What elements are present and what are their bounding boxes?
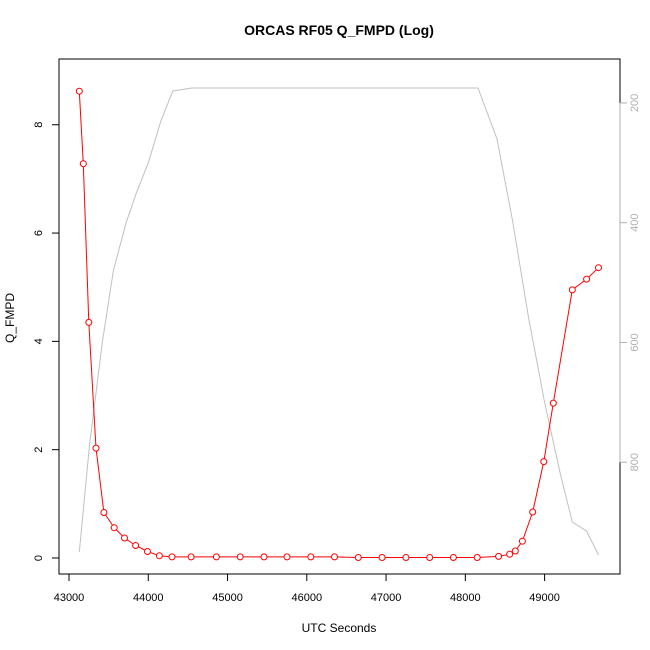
x-axis-label: UTC Seconds: [302, 621, 377, 635]
data-point: [85, 318, 93, 326]
primary-series-line: [78, 91, 599, 558]
x-tick-label: 48000: [450, 592, 481, 604]
y-axis-right: 200 400 600 800: [619, 94, 641, 471]
x-tick-label: 44000: [133, 592, 164, 604]
data-point: [529, 508, 537, 516]
data-point: [260, 553, 268, 561]
x-tick-label: 43000: [54, 592, 85, 604]
data-point: [354, 554, 362, 561]
data-point: [511, 547, 519, 555]
data-point: [79, 160, 87, 168]
data-point: [378, 554, 386, 561]
data-point: [595, 264, 602, 272]
data-point: [495, 552, 503, 560]
x-tick-label: 45000: [212, 592, 243, 604]
data-point: [549, 399, 557, 407]
data-point: [132, 542, 140, 549]
data-point: [506, 550, 514, 558]
data-point: [568, 286, 576, 294]
data-point: [583, 275, 591, 283]
data-point: [92, 444, 100, 452]
y-tick-label: 4: [33, 338, 45, 344]
data-point: [155, 552, 163, 560]
y2-tick-label: 600: [629, 333, 641, 351]
y2-tick-label: 800: [629, 453, 641, 471]
x-axis: 43000 44000 45000 46000 47000 48000 49000: [54, 573, 560, 604]
x-tick-label: 47000: [371, 592, 402, 604]
data-point: [121, 534, 128, 542]
y-tick-label: 8: [33, 122, 45, 128]
data-point: [540, 458, 548, 466]
data-point: [473, 554, 481, 561]
data-point: [449, 554, 457, 561]
data-point: [168, 553, 176, 561]
y-tick-label: 0: [33, 555, 45, 561]
y-tick-label: 2: [33, 447, 45, 453]
x-tick-label: 46000: [291, 592, 322, 604]
data-point: [75, 87, 83, 95]
y-tick-label: 6: [33, 230, 45, 236]
data-point: [236, 553, 244, 561]
series-primary: [75, 87, 602, 561]
data-point: [426, 554, 434, 561]
data-point: [402, 554, 410, 561]
data-point: [100, 509, 108, 516]
y-axis-left: 0 2 4 6 8: [33, 122, 60, 561]
data-point: [307, 553, 315, 561]
chart-title: ORCAS RF05 Q_FMPD (Log): [244, 22, 434, 38]
data-point: [518, 537, 526, 545]
x-tick-label: 49000: [529, 592, 560, 604]
y2-tick-label: 200: [629, 94, 641, 112]
data-point: [187, 553, 195, 561]
y2-tick-label: 400: [629, 214, 641, 232]
data-point: [331, 553, 338, 561]
data-point: [144, 548, 151, 555]
series-secondary: [78, 87, 599, 556]
y-axis-label: Q_FMPD: [3, 293, 17, 343]
data-point: [283, 553, 291, 561]
secondary-series-line: [78, 87, 599, 556]
data-point: [212, 553, 220, 561]
data-point: [110, 524, 118, 532]
